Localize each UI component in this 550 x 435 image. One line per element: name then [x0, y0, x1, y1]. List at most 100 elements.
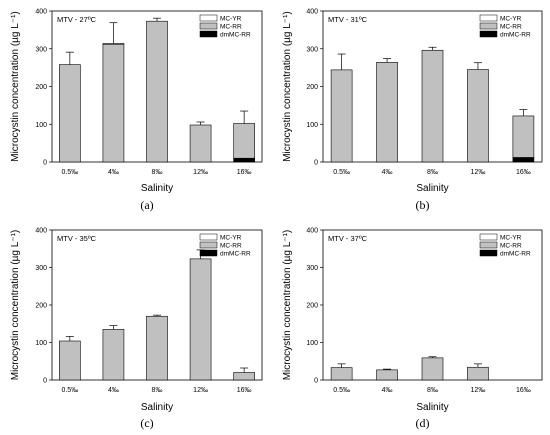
y-tick-label: 300 — [35, 265, 47, 272]
legend-swatch — [479, 249, 498, 257]
y-tick-label: 100 — [306, 340, 318, 347]
x-tick-label: 0.5‰ — [333, 387, 350, 394]
legend-label: dmMC-RR — [220, 251, 251, 258]
condition-label: MTV - 31ºC — [328, 15, 368, 24]
x-tick-label: 8‰ — [427, 169, 438, 176]
y-tick-label: 300 — [306, 265, 318, 272]
y-tick-label: 0 — [314, 160, 318, 167]
bar-mc-rr — [467, 69, 489, 163]
y-axis-label: Microcystin concentration (µg L⁻¹) — [282, 11, 293, 162]
chart-panel-b: 0 100 200 300 400 0.5‰ 4‰ 8‰ 12‰ 16‰ MTV - 31ºC MC-… — [282, 9, 543, 212]
legend-swatch — [199, 22, 218, 30]
x-axis-label: Salinity — [141, 402, 173, 413]
legend-label: MC-YR — [220, 16, 242, 23]
y-tick-label: 0 — [314, 378, 318, 385]
legend-swatch — [199, 30, 218, 38]
bar-dmmc-rr — [512, 157, 535, 163]
legend-swatch — [199, 249, 218, 257]
panel-label: (b) — [416, 198, 430, 212]
bar-mc-rr — [146, 20, 168, 163]
x-tick-label: 0.5‰ — [333, 169, 350, 176]
bar-mc-rr — [330, 69, 353, 163]
y-tick-label: 100 — [35, 340, 47, 347]
y-tick-label: 400 — [306, 9, 318, 16]
x-axis-label: Salinity — [416, 402, 448, 413]
x-tick-label: 16‰ — [237, 387, 252, 394]
bar-mc-rr — [233, 123, 255, 159]
x-tick-label: 16‰ — [237, 169, 252, 176]
y-tick-label: 200 — [35, 303, 47, 310]
bar-mc-rr — [59, 64, 81, 163]
y-tick-label: 200 — [35, 84, 47, 91]
bar-mc-rr — [376, 369, 398, 381]
bar-mc-rr — [102, 43, 125, 163]
panel-label: (d) — [416, 416, 430, 430]
y-tick-label: 0 — [43, 160, 47, 167]
x-tick-label: 16‰ — [516, 169, 531, 176]
chart-panel-d: 0 100 200 300 400 0.5‰ 4‰ 8‰ 12‰ 16‰ MTV - 37ºC MC-… — [282, 228, 543, 430]
y-tick-label: 300 — [35, 46, 47, 53]
bar-mc-rr — [421, 49, 444, 163]
y-tick-label: 400 — [35, 228, 47, 235]
y-tick-label: 100 — [35, 122, 47, 129]
bar-mc-rr — [376, 62, 398, 163]
bar-mc-rr — [467, 366, 489, 381]
panel-label: (a) — [140, 198, 153, 212]
x-tick-label: 4‰ — [382, 169, 393, 176]
legend-swatch — [479, 14, 498, 22]
bar-mc-rr — [233, 372, 255, 381]
legend-label: MC-RR — [500, 24, 522, 31]
y-axis-label: Microcystin concentration (µg L⁻¹) — [10, 11, 21, 162]
y-tick-label: 400 — [306, 228, 318, 235]
y-tick-label: 100 — [306, 122, 318, 129]
legend-swatch — [199, 241, 218, 249]
x-tick-label: 0.5‰ — [61, 169, 78, 176]
y-axis-label: Microcystin concentration (µg L⁻¹) — [10, 230, 21, 381]
bar-mc-rr — [189, 258, 212, 381]
legend-swatch — [479, 241, 498, 249]
x-tick-label: 8‰ — [152, 169, 163, 176]
chart-panel-c: 0 100 200 300 400 0.5‰ 4‰ 8‰ 12‰ 16‰ MTV - 35ºC MC-… — [10, 228, 263, 430]
bar-mc-rr — [330, 367, 353, 381]
x-tick-label: 12‰ — [471, 387, 486, 394]
legend-swatch — [479, 30, 498, 38]
chart-panel-a: 0 100 200 300 400 0.5‰ 4‰ 8‰ 12‰ 16‰ MTV - 27ºC MC-… — [10, 9, 263, 212]
y-tick-label: 200 — [306, 84, 318, 91]
legend-label: MC-YR — [220, 235, 242, 242]
x-tick-label: 4‰ — [108, 169, 119, 176]
bar-mc-rr — [59, 340, 81, 381]
legend-label: dmMC-RR — [500, 251, 531, 258]
panel-label: (c) — [140, 416, 153, 430]
x-tick-label: 16‰ — [516, 387, 531, 394]
condition-label: MTV - 35ºC — [57, 234, 97, 243]
x-axis-label: Salinity — [141, 183, 173, 194]
x-axis-label: Salinity — [416, 183, 448, 194]
bar-mc-yr — [102, 43, 125, 45]
x-tick-label: 4‰ — [382, 387, 393, 394]
condition-label: MTV - 37ºC — [328, 234, 368, 243]
legend-label: dmMC-RR — [500, 32, 531, 39]
x-tick-label: 12‰ — [471, 169, 486, 176]
y-tick-label: 200 — [306, 303, 318, 310]
bar-mc-rr — [421, 357, 444, 381]
y-axis-label: Microcystin concentration (µg L⁻¹) — [282, 230, 293, 381]
bar-mc-rr — [102, 329, 125, 381]
y-tick-label: 0 — [43, 378, 47, 385]
x-tick-label: 0.5‰ — [61, 387, 78, 394]
y-tick-label: 300 — [306, 46, 318, 53]
bar-dmmc-rr — [233, 157, 255, 163]
x-tick-label: 8‰ — [427, 387, 438, 394]
legend-swatch — [199, 233, 218, 241]
legend-label: MC-YR — [500, 235, 522, 242]
legend-label: MC-RR — [500, 243, 522, 250]
condition-label: MTV - 27ºC — [57, 15, 97, 24]
legend-label: MC-RR — [220, 243, 242, 250]
legend-swatch — [479, 233, 498, 241]
bar-mc-rr — [189, 124, 212, 163]
x-tick-label: 12‰ — [193, 169, 208, 176]
